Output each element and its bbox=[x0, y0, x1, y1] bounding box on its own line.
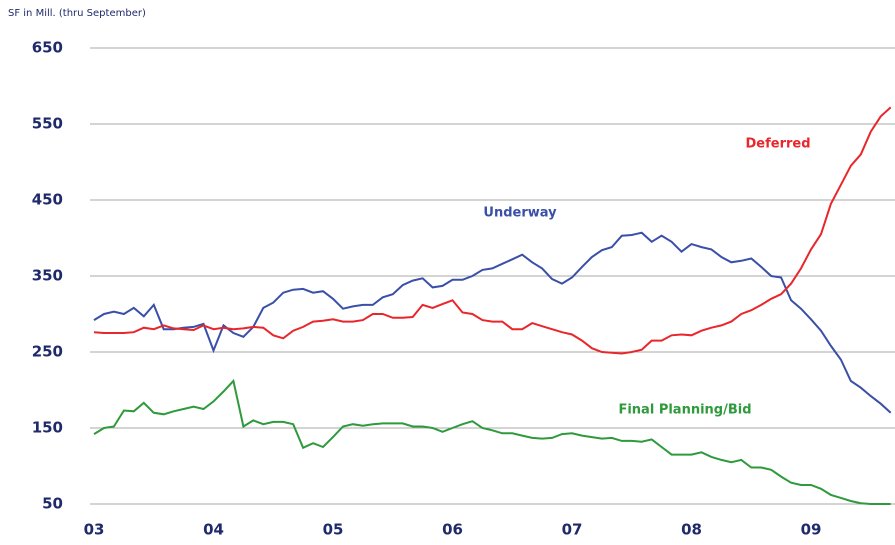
x-tick-label: 05 bbox=[323, 521, 344, 539]
y-tick-label: 450 bbox=[32, 191, 63, 209]
y-tick-label: 150 bbox=[32, 419, 63, 437]
y-tick-label: 250 bbox=[32, 343, 63, 361]
x-tick-label: 08 bbox=[681, 521, 702, 539]
series-label: Underway bbox=[483, 206, 557, 221]
y-tick-label: 550 bbox=[32, 115, 63, 133]
x-tick-label: 03 bbox=[84, 521, 105, 539]
series-label: Deferred bbox=[745, 137, 810, 152]
axis-title: SF in Mill. (thru September) bbox=[8, 8, 146, 19]
series-label: Final Planning/Bid bbox=[618, 403, 751, 418]
y-tick-label: 650 bbox=[32, 39, 63, 57]
y-tick-label: 50 bbox=[42, 495, 63, 513]
y-tick-label: 350 bbox=[32, 267, 63, 285]
line bbox=[93, 106, 892, 355]
x-tick-label: 09 bbox=[801, 521, 822, 539]
x-tick-label: 07 bbox=[562, 521, 583, 539]
line bbox=[93, 378, 891, 505]
x-tick-label: 06 bbox=[442, 521, 463, 539]
line bbox=[93, 231, 892, 414]
x-tick-label: 04 bbox=[203, 521, 224, 539]
